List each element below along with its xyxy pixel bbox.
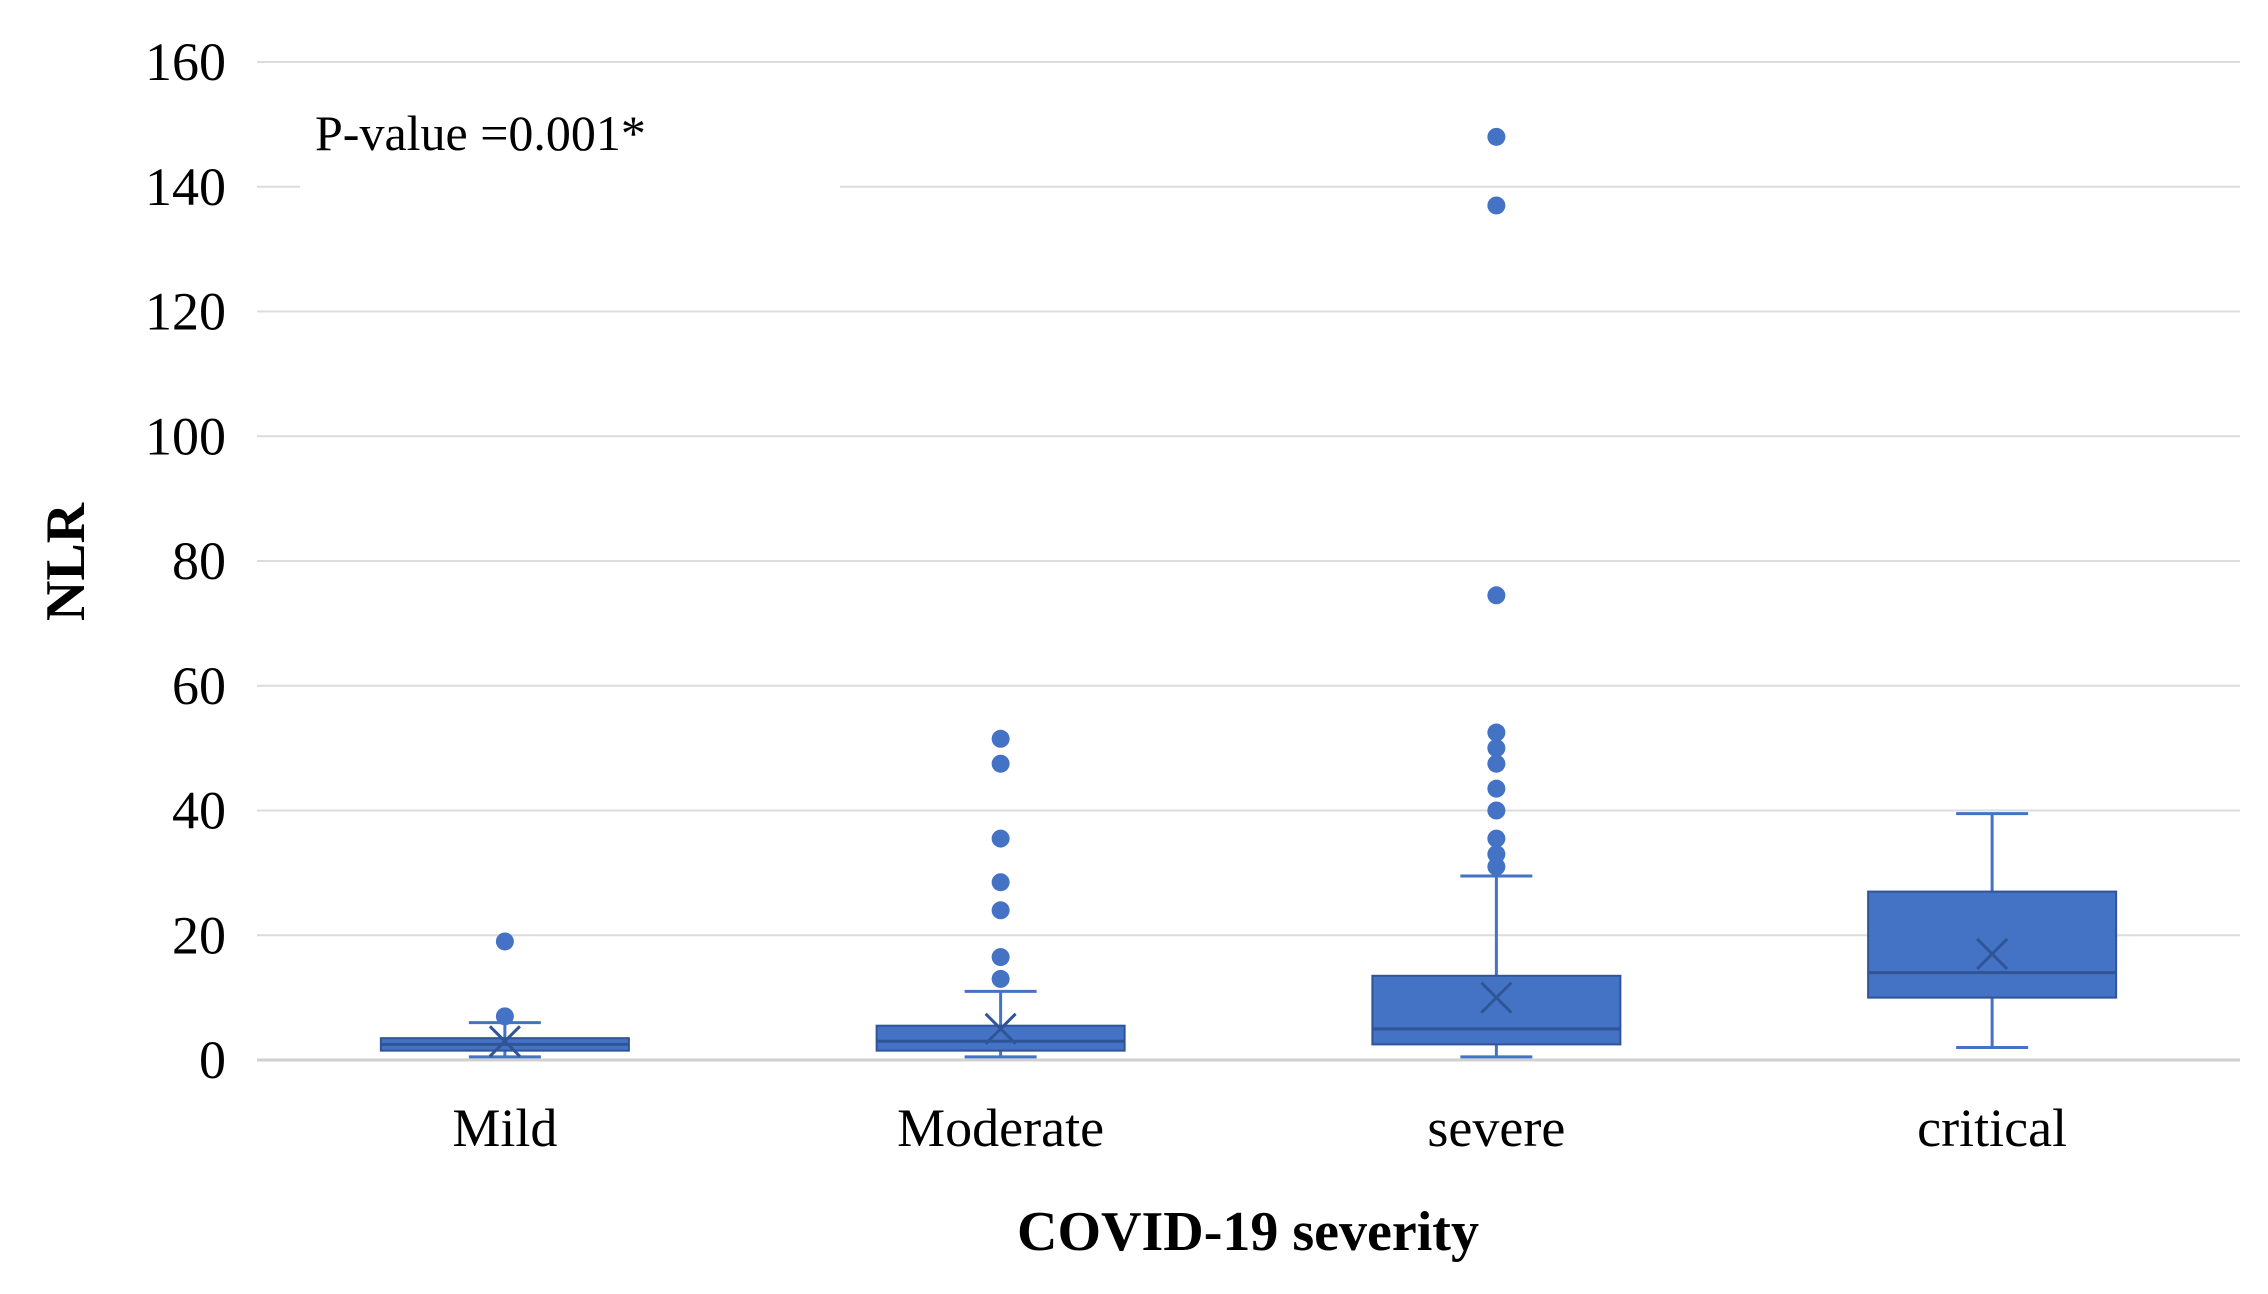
box-group (1371, 127, 1622, 1059)
iqr-box (1867, 890, 2118, 999)
mean-marker (984, 1012, 1017, 1045)
outlier-point (1487, 829, 1506, 848)
mean-marker (1480, 981, 1513, 1014)
x-tick-label: severe (1427, 1098, 1565, 1158)
y-tick-label: 60 (172, 656, 226, 716)
outlier-point (1487, 723, 1506, 742)
outlier-point (1487, 779, 1506, 798)
y-tick-label: 40 (172, 781, 226, 841)
annotation-background (300, 95, 840, 205)
y-axis-title: NLR (35, 502, 97, 621)
y-tick-label: 160 (145, 32, 226, 92)
outlier-point (1487, 801, 1506, 820)
x-tick-labels: Mild Moderate severe critical (452, 1098, 2067, 1158)
x-tick-label: Mild (452, 1098, 557, 1158)
outlier-point (991, 969, 1010, 988)
outlier-point (991, 829, 1010, 848)
outlier-point (1487, 845, 1506, 864)
box-series (379, 127, 2118, 1059)
outlier-point (991, 754, 1010, 773)
outlier-point (495, 932, 514, 951)
mean-marker (1976, 937, 2009, 971)
box-group (1867, 812, 2118, 1050)
y-tick-label: 100 (145, 406, 226, 466)
iqr-box (1371, 974, 1622, 1046)
x-tick-label: Moderate (897, 1098, 1104, 1158)
y-tick-label: 80 (172, 531, 226, 591)
outlier-point (1487, 586, 1506, 605)
outlier-point (1487, 127, 1506, 146)
outlier-point (1487, 857, 1506, 876)
p-value-annotation: P-value =0.001* (315, 105, 646, 161)
y-tick-label: 20 (172, 905, 226, 965)
x-tick-label: critical (1917, 1098, 2067, 1158)
outlier-point (1487, 196, 1506, 215)
outlier-point (991, 873, 1010, 892)
mean-marker (488, 1025, 521, 1058)
outlier-point (1487, 739, 1506, 758)
y-tick-label: 0 (199, 1030, 226, 1090)
outlier-point (495, 1007, 514, 1026)
outlier-point (991, 729, 1010, 748)
box-group (875, 729, 1126, 1059)
outlier-point (1487, 754, 1506, 773)
box-group (379, 932, 630, 1059)
x-axis-title: COVID-19 severity (1017, 1201, 1479, 1263)
outlier-point (991, 901, 1010, 920)
y-tick-label: 120 (145, 282, 226, 342)
outlier-point (991, 948, 1010, 967)
y-tick-labels: 0 20 40 60 80 100 120 140 160 (145, 32, 226, 1090)
y-tick-label: 140 (145, 157, 226, 217)
